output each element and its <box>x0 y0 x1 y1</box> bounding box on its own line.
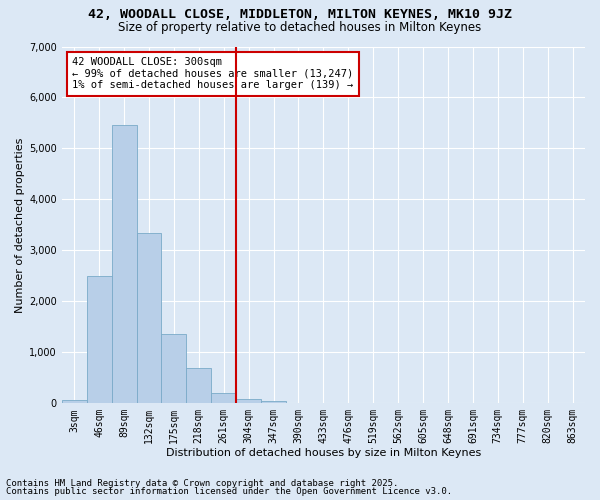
Bar <box>261 400 286 403</box>
Bar <box>112 126 137 403</box>
Bar <box>86 276 112 403</box>
Text: Contains public sector information licensed under the Open Government Licence v3: Contains public sector information licen… <box>6 487 452 496</box>
Text: 42 WOODALL CLOSE: 300sqm
← 99% of detached houses are smaller (13,247)
1% of sem: 42 WOODALL CLOSE: 300sqm ← 99% of detach… <box>72 57 353 90</box>
Y-axis label: Number of detached properties: Number of detached properties <box>15 137 25 312</box>
Bar <box>137 232 161 403</box>
Bar <box>236 398 261 403</box>
Text: Size of property relative to detached houses in Milton Keynes: Size of property relative to detached ho… <box>118 21 482 34</box>
Text: Contains HM Land Registry data © Crown copyright and database right 2025.: Contains HM Land Registry data © Crown c… <box>6 478 398 488</box>
X-axis label: Distribution of detached houses by size in Milton Keynes: Distribution of detached houses by size … <box>166 448 481 458</box>
Bar <box>161 334 187 403</box>
Bar <box>211 393 236 403</box>
Bar <box>62 400 86 403</box>
Text: 42, WOODALL CLOSE, MIDDLETON, MILTON KEYNES, MK10 9JZ: 42, WOODALL CLOSE, MIDDLETON, MILTON KEY… <box>88 8 512 20</box>
Bar <box>187 368 211 403</box>
